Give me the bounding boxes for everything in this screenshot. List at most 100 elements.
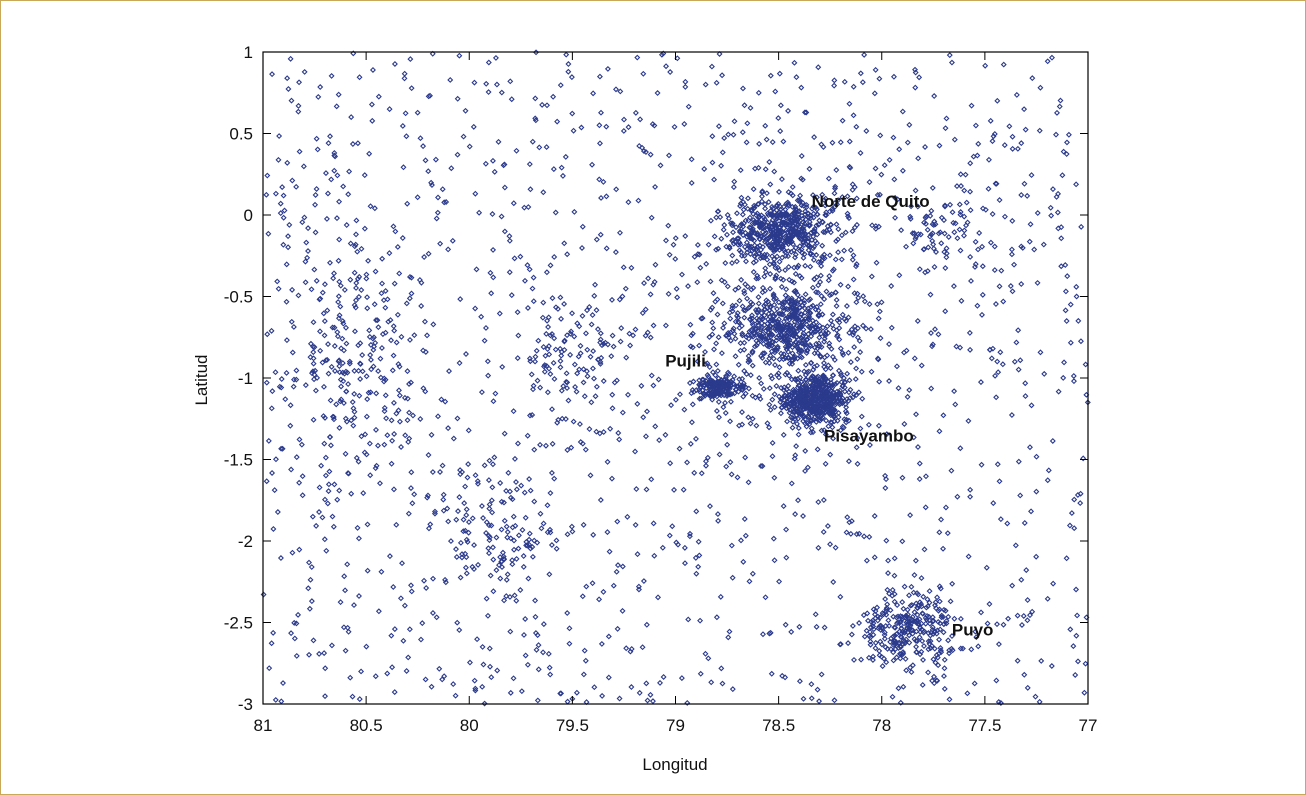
data-point (265, 230, 272, 237)
data-point (783, 210, 790, 217)
data-point (537, 510, 544, 517)
data-point (440, 496, 447, 503)
data-point (409, 500, 416, 507)
data-point (696, 381, 703, 388)
data-point (287, 55, 294, 62)
data-point (367, 352, 374, 358)
data-point (911, 230, 918, 237)
data-point (617, 338, 624, 345)
data-point (1009, 582, 1016, 589)
data-point (1020, 613, 1027, 619)
data-point (360, 490, 367, 497)
data-point (552, 346, 559, 353)
data-point (494, 667, 501, 674)
data-point (942, 504, 949, 511)
data-point (702, 380, 709, 387)
data-point (989, 138, 996, 145)
data-point (510, 408, 517, 415)
data-point (806, 405, 813, 412)
data-point (312, 387, 319, 394)
data-point (769, 453, 776, 460)
data-point (299, 219, 306, 226)
data-point (632, 109, 639, 116)
data-point (462, 564, 469, 571)
data-point (1047, 204, 1054, 211)
data-point (808, 375, 815, 382)
data-point (673, 285, 680, 292)
data-point (383, 415, 390, 422)
data-point (908, 583, 915, 590)
data-point (813, 319, 820, 326)
data-point (932, 659, 939, 666)
data-point (696, 342, 703, 349)
data-point (756, 213, 763, 220)
data-point (760, 385, 767, 392)
data-point (979, 311, 985, 318)
data-point (390, 584, 397, 590)
data-point (284, 75, 291, 82)
data-point (666, 152, 672, 159)
data-point (800, 330, 807, 337)
data-point (469, 563, 476, 570)
data-point (921, 246, 928, 253)
data-point (340, 400, 347, 407)
data-point (343, 340, 350, 347)
data-point (778, 395, 785, 402)
data-point (854, 356, 861, 363)
data-point (812, 237, 819, 244)
data-point (916, 616, 923, 623)
data-point (831, 356, 838, 363)
data-point (558, 387, 565, 394)
data-point (782, 402, 789, 409)
data-point (823, 212, 830, 219)
data-point (837, 400, 844, 407)
data-point (674, 294, 681, 301)
data-point (798, 335, 805, 342)
data-point (853, 195, 860, 202)
data-point (961, 232, 967, 239)
data-point (401, 75, 408, 82)
data-point (868, 273, 875, 280)
data-point (829, 267, 836, 274)
data-point (747, 299, 754, 306)
data-point (849, 228, 856, 235)
data-point (718, 162, 725, 169)
data-point (337, 599, 344, 606)
data-point (713, 614, 720, 621)
data-point (295, 102, 302, 109)
data-point (381, 378, 387, 385)
data-point (361, 225, 368, 232)
data-point (934, 594, 941, 601)
data-point (770, 291, 777, 298)
data-point (740, 558, 747, 565)
data-point (386, 553, 393, 560)
data-point (879, 663, 886, 670)
data-point (396, 392, 403, 399)
data-point (756, 242, 763, 249)
data-point (995, 369, 1002, 376)
data-point (797, 192, 804, 199)
data-point (741, 383, 748, 390)
data-point (761, 312, 768, 319)
data-point (715, 123, 722, 130)
data-point (777, 334, 784, 341)
data-point (758, 309, 765, 316)
data-point (913, 628, 920, 635)
data-point (648, 372, 655, 379)
data-point (762, 122, 769, 129)
data-point (334, 215, 340, 222)
data-point (877, 335, 884, 342)
data-point (833, 303, 840, 309)
data-point (712, 298, 719, 305)
data-point (911, 572, 918, 579)
data-point (908, 203, 915, 210)
data-point (990, 500, 997, 507)
data-point (391, 689, 398, 696)
data-point (576, 421, 583, 428)
data-point (804, 239, 811, 246)
data-point (319, 289, 326, 296)
data-point (903, 667, 910, 674)
data-point (803, 393, 810, 400)
data-point (287, 402, 294, 409)
data-point (1018, 140, 1025, 147)
